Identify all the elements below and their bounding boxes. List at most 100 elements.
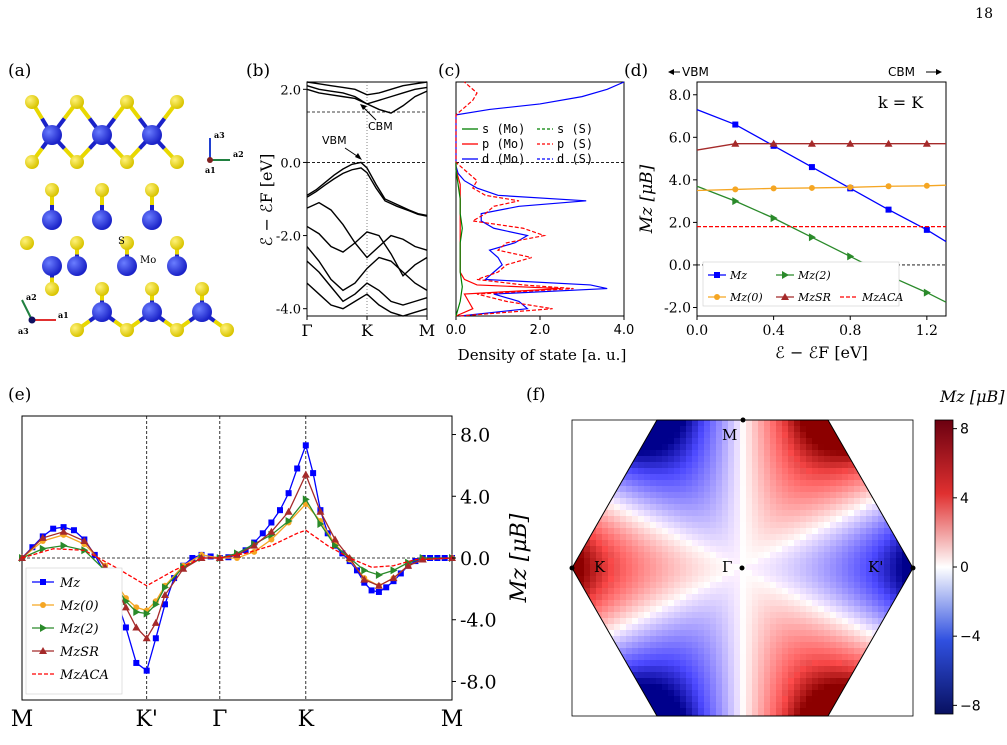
heatmap-cell bbox=[818, 558, 825, 565]
heatmap-cell bbox=[842, 696, 849, 703]
heatmap-cell bbox=[716, 504, 723, 511]
heatmap-cell bbox=[788, 420, 795, 427]
heatmap-cell bbox=[890, 648, 897, 655]
heatmap-cell bbox=[572, 456, 579, 463]
heatmap-cell bbox=[740, 534, 747, 541]
heatmap-cell bbox=[674, 666, 681, 673]
heatmap-cell bbox=[584, 702, 591, 709]
heatmap-cell bbox=[632, 684, 639, 691]
heatmap-cell bbox=[890, 708, 897, 715]
mz-point bbox=[923, 182, 930, 189]
heatmap-cell bbox=[902, 696, 909, 703]
heatmap-cell bbox=[620, 462, 627, 469]
heatmap-cell bbox=[806, 564, 813, 571]
heatmap-cell bbox=[818, 606, 825, 613]
heatmap-cell bbox=[578, 666, 585, 673]
heatmap-cell bbox=[686, 534, 693, 541]
heatmap-cell bbox=[878, 534, 885, 541]
path-point bbox=[375, 588, 382, 595]
heatmap-cell bbox=[890, 642, 897, 649]
heatmap-cell bbox=[908, 582, 913, 589]
heatmap-cell bbox=[668, 546, 675, 553]
heatmap-cell bbox=[740, 558, 747, 565]
heatmap-cell bbox=[770, 714, 777, 716]
heatmap-cell bbox=[830, 642, 837, 649]
heatmap-cell bbox=[572, 534, 579, 541]
heatmap-cell bbox=[854, 450, 861, 457]
heatmap-cell bbox=[614, 618, 621, 625]
heatmap-cell bbox=[794, 462, 801, 469]
heatmap-cell bbox=[728, 492, 735, 499]
heatmap-cell bbox=[836, 540, 843, 547]
heatmap-cell bbox=[686, 600, 693, 607]
heatmap-cell bbox=[590, 480, 597, 487]
heatmap-cell bbox=[734, 648, 741, 655]
heatmap-cell bbox=[692, 540, 699, 547]
heatmap-cell bbox=[860, 588, 867, 595]
heatmap-cell bbox=[620, 690, 627, 697]
heatmap-cell bbox=[602, 588, 609, 595]
heatmap-cell bbox=[632, 576, 639, 583]
heatmap-cell bbox=[872, 624, 879, 631]
heatmap-cell bbox=[902, 684, 909, 691]
heatmap-cell bbox=[830, 690, 837, 697]
heatmap-cell bbox=[668, 540, 675, 547]
path-point bbox=[250, 541, 259, 549]
heatmap-cell bbox=[734, 432, 741, 439]
heatmap-cell bbox=[728, 444, 735, 451]
heatmap-cell bbox=[902, 714, 909, 716]
heatmap-cell bbox=[596, 558, 603, 565]
heatmap-cell bbox=[644, 606, 651, 613]
heatmap-cell bbox=[620, 522, 627, 529]
heatmap-cell bbox=[662, 528, 669, 535]
heatmap-cell bbox=[806, 456, 813, 463]
heatmap-cell bbox=[758, 546, 765, 553]
heatmap-cell bbox=[854, 546, 861, 553]
heatmap-cell bbox=[848, 606, 855, 613]
heatmap-cell bbox=[896, 702, 903, 709]
heatmap-cell bbox=[818, 618, 825, 625]
heatmap-cell bbox=[608, 510, 615, 517]
heatmap-cell bbox=[872, 564, 879, 571]
heatmap-cell bbox=[722, 516, 729, 523]
heatmap-cell bbox=[848, 684, 855, 691]
heatmap-cell bbox=[902, 492, 909, 499]
heatmap-cell bbox=[722, 696, 729, 703]
path-point bbox=[268, 519, 275, 526]
heatmap-cell bbox=[884, 690, 891, 697]
heatmap-cell bbox=[578, 504, 585, 511]
heatmap-cell bbox=[806, 474, 813, 481]
heatmap-cell bbox=[830, 534, 837, 541]
heatmap-cell bbox=[692, 558, 699, 565]
heatmap-cell bbox=[770, 606, 777, 613]
heatmap-cell bbox=[902, 606, 909, 613]
heatmap-cell bbox=[698, 444, 705, 451]
heatmap-cell bbox=[698, 432, 705, 439]
heatmap-cell bbox=[614, 450, 621, 457]
heatmap-cell bbox=[572, 462, 579, 469]
heatmap-cell bbox=[596, 648, 603, 655]
heatmap-cell bbox=[824, 666, 831, 673]
heatmap-cell bbox=[614, 606, 621, 613]
heatmap-cell bbox=[848, 438, 855, 445]
heatmap-cell bbox=[656, 582, 663, 589]
heatmap-cell bbox=[854, 498, 861, 505]
heatmap-cell bbox=[776, 660, 783, 667]
heatmap-cell bbox=[896, 486, 903, 493]
heatmap-cell bbox=[860, 684, 867, 691]
heatmap-cell bbox=[818, 702, 825, 709]
heatmap-cell bbox=[632, 606, 639, 613]
heatmap-cell bbox=[662, 462, 669, 469]
heatmap-cell bbox=[890, 486, 897, 493]
heatmap-cell bbox=[800, 498, 807, 505]
heatmap-cell bbox=[842, 714, 849, 716]
heatmap-cell bbox=[848, 570, 855, 577]
heatmap-cell bbox=[860, 630, 867, 637]
heatmap-cell bbox=[596, 684, 603, 691]
heatmap-cell bbox=[662, 540, 669, 547]
heatmap-cell bbox=[650, 426, 657, 433]
heatmap-cell bbox=[626, 552, 633, 559]
heatmap-cell bbox=[782, 468, 789, 475]
heatmap-cell bbox=[764, 462, 771, 469]
heatmap-cell bbox=[644, 420, 651, 427]
